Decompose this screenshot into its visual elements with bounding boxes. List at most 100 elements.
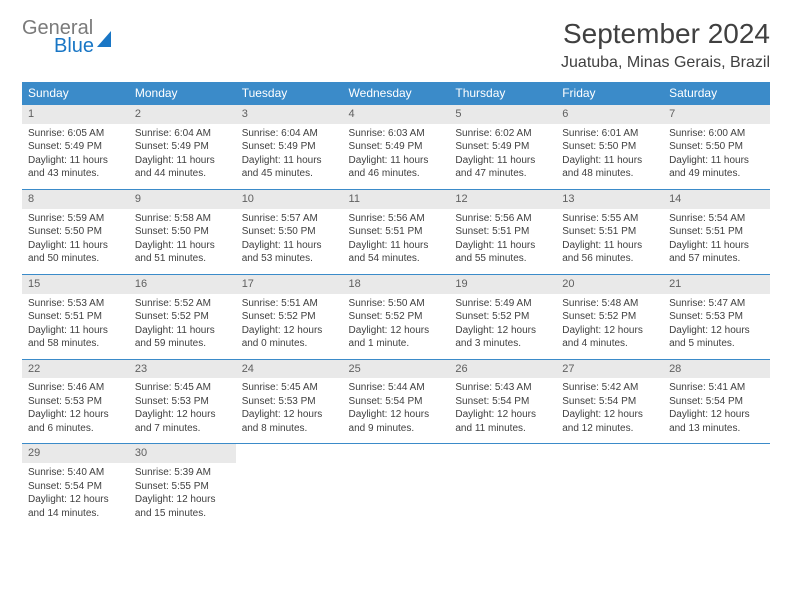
weekday-header: Saturday <box>663 82 770 105</box>
day-number-cell: 15 <box>22 274 129 293</box>
sunrise-line: Sunrise: 6:03 AM <box>349 127 444 141</box>
daylight-line: Daylight: 12 hours and 7 minutes. <box>135 408 230 435</box>
day-detail-cell: Sunrise: 5:48 AMSunset: 5:52 PMDaylight:… <box>556 294 663 360</box>
sunset-line: Sunset: 5:49 PM <box>28 140 123 154</box>
sunset-line: Sunset: 5:50 PM <box>242 225 337 239</box>
day-detail-cell: Sunrise: 5:56 AMSunset: 5:51 PMDaylight:… <box>343 209 450 275</box>
day-number-row: 2930 <box>22 444 770 463</box>
day-detail-row: Sunrise: 5:40 AMSunset: 5:54 PMDaylight:… <box>22 463 770 528</box>
day-number-cell: 24 <box>236 359 343 378</box>
sunset-line: Sunset: 5:52 PM <box>455 310 550 324</box>
daylight-line: Daylight: 12 hours and 15 minutes. <box>135 493 230 520</box>
sunrise-line: Sunrise: 6:02 AM <box>455 127 550 141</box>
sunrise-line: Sunrise: 5:55 AM <box>562 212 657 226</box>
day-number-cell: 9 <box>129 189 236 208</box>
day-detail-cell <box>236 463 343 528</box>
sunrise-line: Sunrise: 5:41 AM <box>669 381 764 395</box>
sunrise-line: Sunrise: 5:59 AM <box>28 212 123 226</box>
sunset-line: Sunset: 5:52 PM <box>562 310 657 324</box>
day-detail-cell: Sunrise: 5:42 AMSunset: 5:54 PMDaylight:… <box>556 378 663 444</box>
day-number-cell: 30 <box>129 444 236 463</box>
logo-text-blue: Blue <box>54 36 125 56</box>
day-detail-row: Sunrise: 5:53 AMSunset: 5:51 PMDaylight:… <box>22 294 770 360</box>
day-detail-cell: Sunrise: 5:44 AMSunset: 5:54 PMDaylight:… <box>343 378 450 444</box>
day-number-cell <box>449 444 556 463</box>
weekday-header: Wednesday <box>343 82 450 105</box>
daylight-line: Daylight: 12 hours and 0 minutes. <box>242 324 337 351</box>
day-detail-cell <box>663 463 770 528</box>
day-number-cell: 29 <box>22 444 129 463</box>
daylight-line: Daylight: 11 hours and 56 minutes. <box>562 239 657 266</box>
day-detail-cell: Sunrise: 5:45 AMSunset: 5:53 PMDaylight:… <box>129 378 236 444</box>
daylight-line: Daylight: 11 hours and 47 minutes. <box>455 154 550 181</box>
weekday-header: Monday <box>129 82 236 105</box>
sunrise-line: Sunrise: 5:45 AM <box>242 381 337 395</box>
weekday-header-row: Sunday Monday Tuesday Wednesday Thursday… <box>22 82 770 105</box>
sunset-line: Sunset: 5:53 PM <box>669 310 764 324</box>
sunset-line: Sunset: 5:51 PM <box>349 225 444 239</box>
day-number-cell: 28 <box>663 359 770 378</box>
day-number-cell <box>663 444 770 463</box>
sunset-line: Sunset: 5:49 PM <box>242 140 337 154</box>
day-number-cell: 10 <box>236 189 343 208</box>
day-detail-row: Sunrise: 6:05 AMSunset: 5:49 PMDaylight:… <box>22 124 770 190</box>
day-number-cell: 7 <box>663 105 770 124</box>
day-detail-cell <box>449 463 556 528</box>
sunset-line: Sunset: 5:50 PM <box>28 225 123 239</box>
daylight-line: Daylight: 12 hours and 9 minutes. <box>349 408 444 435</box>
daylight-line: Daylight: 11 hours and 49 minutes. <box>669 154 764 181</box>
daylight-line: Daylight: 11 hours and 53 minutes. <box>242 239 337 266</box>
day-number-cell <box>236 444 343 463</box>
sunrise-line: Sunrise: 6:00 AM <box>669 127 764 141</box>
daylight-line: Daylight: 12 hours and 8 minutes. <box>242 408 337 435</box>
day-detail-cell: Sunrise: 5:55 AMSunset: 5:51 PMDaylight:… <box>556 209 663 275</box>
sunset-line: Sunset: 5:49 PM <box>349 140 444 154</box>
day-detail-cell: Sunrise: 5:45 AMSunset: 5:53 PMDaylight:… <box>236 378 343 444</box>
day-detail-cell: Sunrise: 5:43 AMSunset: 5:54 PMDaylight:… <box>449 378 556 444</box>
sunset-line: Sunset: 5:54 PM <box>349 395 444 409</box>
daylight-line: Daylight: 11 hours and 58 minutes. <box>28 324 123 351</box>
day-number-cell: 16 <box>129 274 236 293</box>
day-detail-cell: Sunrise: 6:02 AMSunset: 5:49 PMDaylight:… <box>449 124 556 190</box>
day-number-cell: 5 <box>449 105 556 124</box>
day-number-cell: 21 <box>663 274 770 293</box>
day-detail-cell <box>556 463 663 528</box>
daylight-line: Daylight: 12 hours and 5 minutes. <box>669 324 764 351</box>
daylight-line: Daylight: 12 hours and 6 minutes. <box>28 408 123 435</box>
sunrise-line: Sunrise: 5:56 AM <box>455 212 550 226</box>
day-number-cell: 11 <box>343 189 450 208</box>
weekday-header: Friday <box>556 82 663 105</box>
weekday-header: Sunday <box>22 82 129 105</box>
day-number-cell: 14 <box>663 189 770 208</box>
day-detail-cell: Sunrise: 5:51 AMSunset: 5:52 PMDaylight:… <box>236 294 343 360</box>
weekday-header: Thursday <box>449 82 556 105</box>
day-number-cell: 8 <box>22 189 129 208</box>
sunrise-line: Sunrise: 5:56 AM <box>349 212 444 226</box>
day-detail-cell: Sunrise: 5:50 AMSunset: 5:52 PMDaylight:… <box>343 294 450 360</box>
daylight-line: Daylight: 11 hours and 46 minutes. <box>349 154 444 181</box>
daylight-line: Daylight: 11 hours and 54 minutes. <box>349 239 444 266</box>
day-detail-cell <box>343 463 450 528</box>
sunset-line: Sunset: 5:54 PM <box>669 395 764 409</box>
sunrise-line: Sunrise: 5:52 AM <box>135 297 230 311</box>
day-detail-cell: Sunrise: 5:53 AMSunset: 5:51 PMDaylight:… <box>22 294 129 360</box>
sunset-line: Sunset: 5:52 PM <box>242 310 337 324</box>
day-number-row: 891011121314 <box>22 189 770 208</box>
sunset-line: Sunset: 5:53 PM <box>242 395 337 409</box>
sunrise-line: Sunrise: 5:46 AM <box>28 381 123 395</box>
daylight-line: Daylight: 11 hours and 45 minutes. <box>242 154 337 181</box>
day-detail-cell: Sunrise: 6:04 AMSunset: 5:49 PMDaylight:… <box>129 124 236 190</box>
day-number-cell: 6 <box>556 105 663 124</box>
logo: General Blue <box>22 18 111 58</box>
sunrise-line: Sunrise: 5:50 AM <box>349 297 444 311</box>
sunrise-line: Sunrise: 6:04 AM <box>242 127 337 141</box>
sunrise-line: Sunrise: 5:54 AM <box>669 212 764 226</box>
day-number-cell: 20 <box>556 274 663 293</box>
day-detail-cell: Sunrise: 5:40 AMSunset: 5:54 PMDaylight:… <box>22 463 129 528</box>
day-detail-cell: Sunrise: 5:54 AMSunset: 5:51 PMDaylight:… <box>663 209 770 275</box>
sunset-line: Sunset: 5:51 PM <box>669 225 764 239</box>
day-detail-cell: Sunrise: 6:05 AMSunset: 5:49 PMDaylight:… <box>22 124 129 190</box>
day-number-cell: 12 <box>449 189 556 208</box>
day-number-cell: 26 <box>449 359 556 378</box>
sunrise-line: Sunrise: 5:48 AM <box>562 297 657 311</box>
